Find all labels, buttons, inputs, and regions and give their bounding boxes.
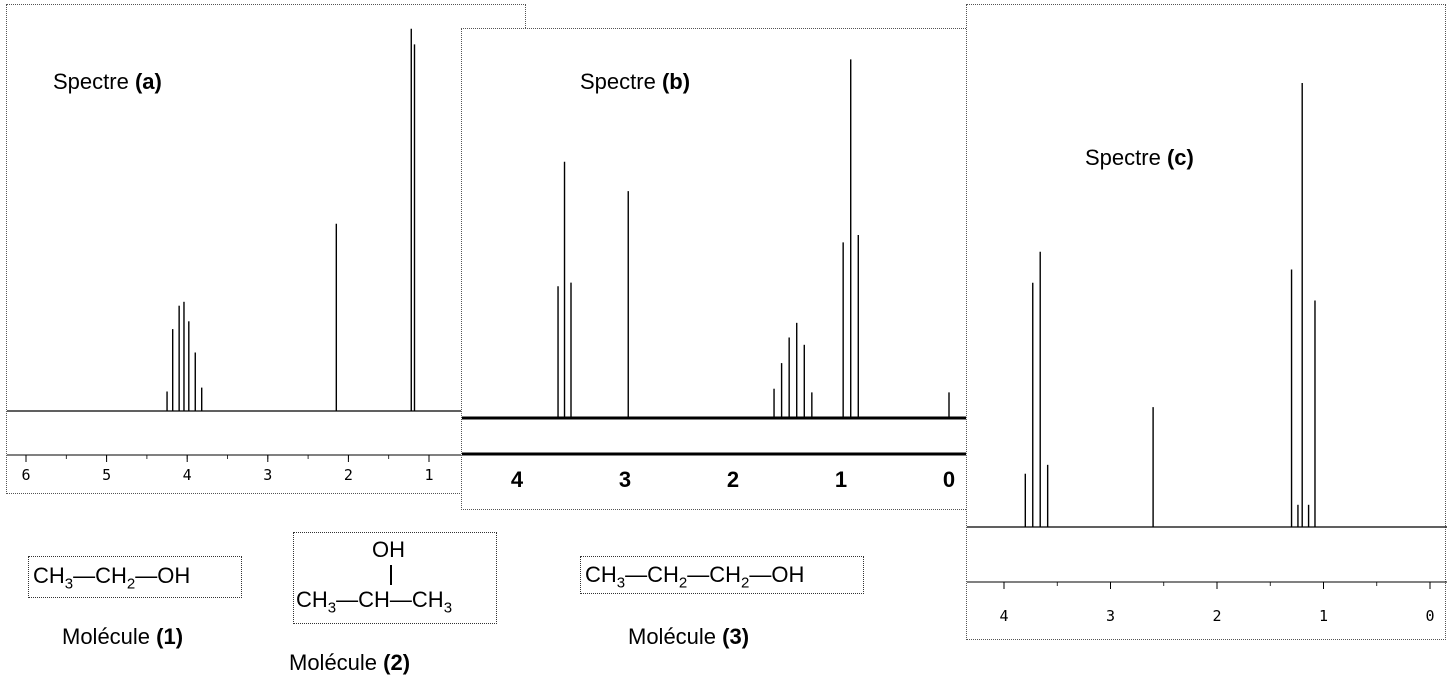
spectrum-a-tick-label: 3 — [263, 466, 272, 484]
spectrum-b-panel: 4 3 2 1 0 Spectre (b) — [461, 28, 977, 510]
molecule-3-formula-box: CH3—CH2—CH2—OH — [580, 556, 864, 594]
spectrum-a-tick-label: 4 — [183, 466, 192, 484]
spectrum-b-tick-label: 4 — [511, 467, 524, 492]
molecule-1-formula-box: CH3—CH2—OH — [28, 556, 242, 598]
molecule-2-formula-box: OH CH3—CH—CH3 — [293, 532, 497, 624]
molecule-2-vertical-bond — [390, 565, 392, 585]
spectrum-b-tick-label: 2 — [727, 467, 739, 492]
molecule-2-caption: Molécule (2) — [289, 650, 411, 675]
molecule-3-caption: Molécule (3) — [628, 624, 750, 649]
molecule-1-caption: Molécule (1) — [62, 624, 184, 649]
spectrum-c-tick-label: 3 — [1106, 607, 1115, 625]
spectrum-b-tick-label: 0 — [943, 467, 955, 492]
spectrum-c-tick-label: 1 — [1319, 607, 1328, 625]
molecule-3-formula: CH3—CH2—CH2—OH — [585, 562, 805, 592]
spectrum-b-tick-label: 3 — [619, 467, 631, 492]
molecule-1-formula: CH3—CH2—OH — [33, 563, 191, 593]
molecule-2-oh-label: OH — [372, 537, 405, 562]
spectrum-c-panel: 4 3 2 1 0 Spectre (c) — [966, 4, 1447, 640]
spectrum-b-tick-label: 1 — [835, 467, 847, 492]
spectrum-c-title: Spectre (c) — [1085, 145, 1194, 170]
spectrum-a-panel: 654321p Spectre (a) — [6, 4, 527, 494]
spectrum-a-tick-label: 1 — [424, 466, 433, 484]
spectrum-a-tick-label: 6 — [21, 466, 30, 484]
spectrum-a-title: Spectre (a) — [53, 69, 162, 94]
spectrum-b-title: Spectre (b) — [580, 69, 691, 94]
spectrum-c-tick-label: 2 — [1212, 607, 1221, 625]
spectrum-c-tick-label: 0 — [1425, 607, 1434, 625]
spectrum-b-plot: 4 3 2 1 0 — [462, 59, 977, 492]
spectrum-c-tick-label: 4 — [999, 607, 1008, 625]
molecule-2-formula: CH3—CH—CH3 — [296, 587, 453, 617]
spectrum-c-plot: 4 3 2 1 0 — [967, 83, 1447, 625]
spectrum-a-tick-label: 2 — [344, 466, 353, 484]
spectrum-a-plot: 654321p — [7, 28, 527, 484]
spectrum-a-tick-label: 5 — [102, 466, 111, 484]
